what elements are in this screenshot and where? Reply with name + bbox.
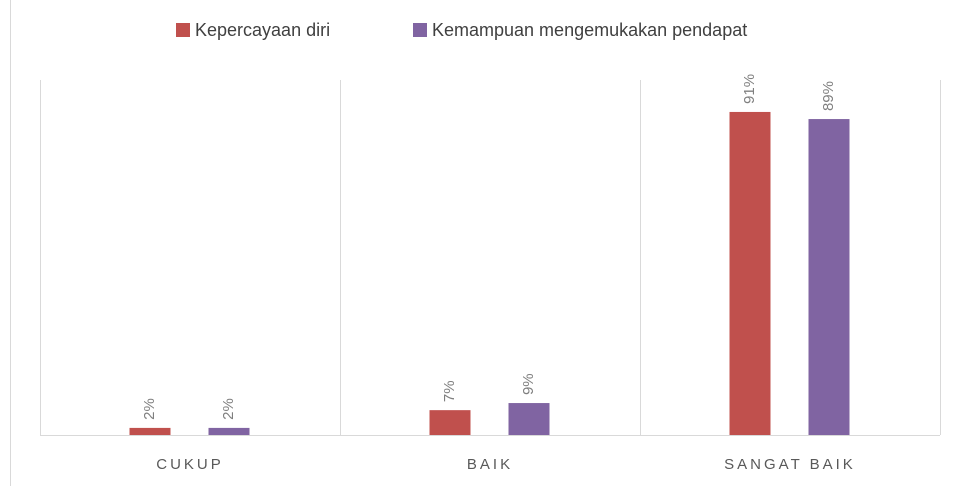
bar bbox=[429, 410, 471, 435]
legend-swatch bbox=[176, 23, 190, 37]
bar bbox=[808, 119, 850, 436]
plot-area: Kepercayaan diri Kemampuan mengemukakan p… bbox=[40, 20, 941, 473]
value-label: 2% bbox=[141, 398, 158, 420]
legend-label: Kemampuan mengemukakan pendapat bbox=[432, 20, 747, 40]
bar bbox=[508, 403, 550, 435]
bar bbox=[129, 427, 171, 435]
value-label: 7% bbox=[441, 380, 458, 402]
value-label: 9% bbox=[520, 373, 537, 395]
x-tick-label: SANGAT BAIK bbox=[724, 456, 856, 473]
bar bbox=[208, 427, 250, 435]
value-label: 91% bbox=[741, 74, 758, 104]
value-label: 89% bbox=[820, 81, 837, 111]
bar bbox=[729, 111, 771, 435]
x-tick-label: CUKUP bbox=[156, 456, 224, 473]
legend-label: Kepercayaan diri bbox=[195, 20, 330, 40]
legend-swatch bbox=[413, 23, 427, 37]
value-label: 2% bbox=[220, 398, 237, 420]
x-tick-label: BAIK bbox=[467, 456, 513, 473]
